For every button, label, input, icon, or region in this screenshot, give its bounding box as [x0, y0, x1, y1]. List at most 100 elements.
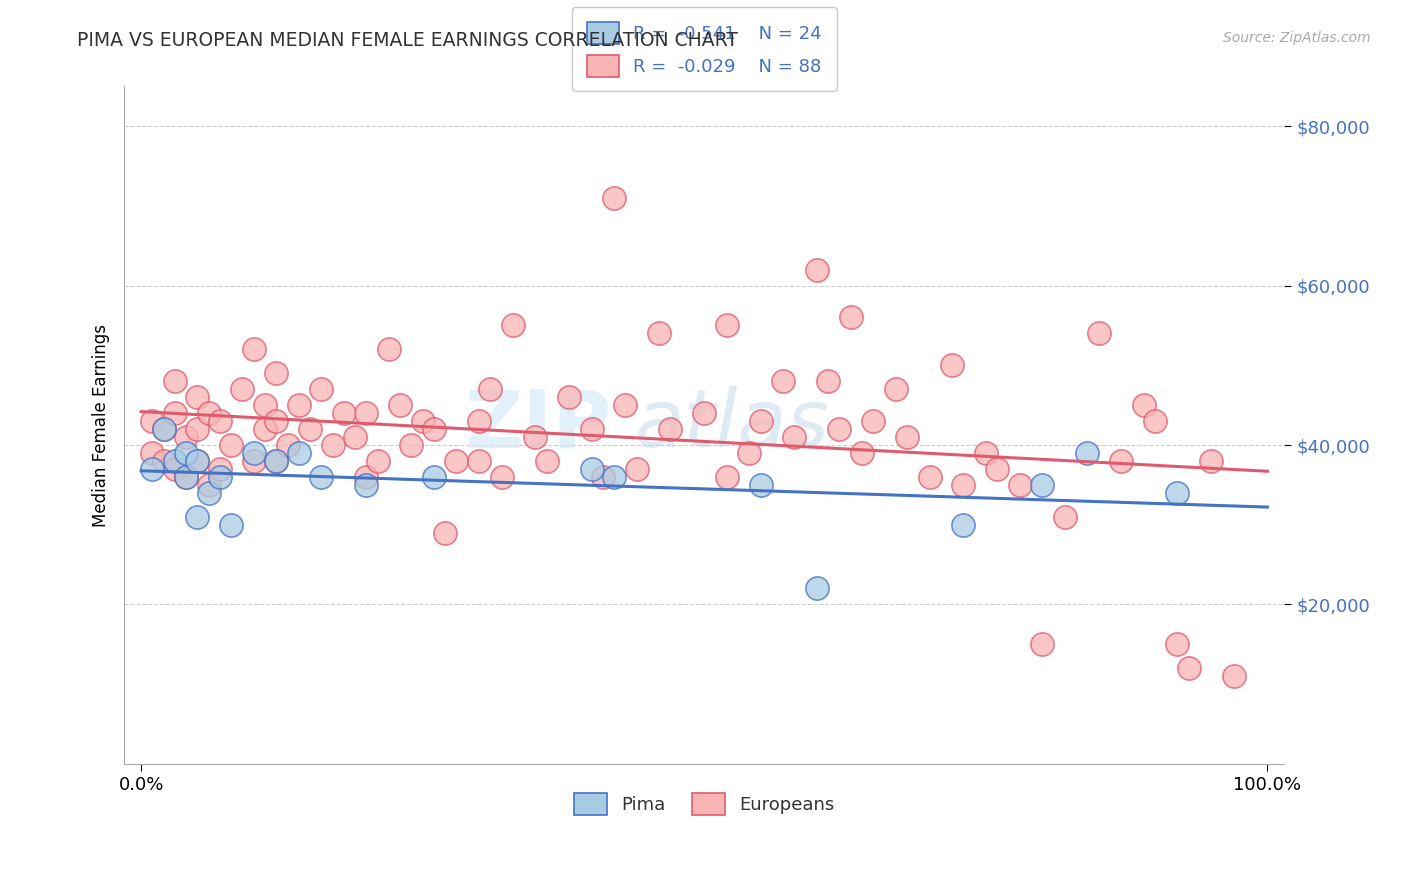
Point [356, 470, 378, 484]
Point [648, 326, 671, 341]
Point [1109, 454, 1132, 468]
Point [141, 462, 163, 476]
Point [423, 422, 446, 436]
Point [884, 382, 907, 396]
Point [1053, 509, 1076, 524]
Point [389, 398, 412, 412]
Point [174, 446, 197, 460]
Point [806, 262, 828, 277]
Point [231, 382, 253, 396]
Point [242, 343, 264, 357]
Point [558, 390, 581, 404]
Point [952, 478, 974, 492]
Point [288, 398, 311, 412]
Point [941, 359, 963, 373]
Point [141, 414, 163, 428]
Point [277, 438, 299, 452]
Y-axis label: Median Female Earnings: Median Female Earnings [93, 324, 110, 526]
Text: ZIP: ZIP [464, 386, 612, 464]
Point [253, 398, 276, 412]
Point [174, 430, 197, 444]
Point [974, 446, 997, 460]
Point [208, 414, 231, 428]
Text: atlas: atlas [634, 386, 830, 464]
Point [253, 422, 276, 436]
Point [311, 382, 333, 396]
Point [659, 422, 682, 436]
Point [603, 191, 626, 205]
Point [264, 414, 287, 428]
Point [1222, 669, 1244, 683]
Point [163, 462, 186, 476]
Point [986, 462, 1008, 476]
Point [378, 343, 401, 357]
Point [163, 454, 186, 468]
Point [626, 462, 648, 476]
Point [1177, 661, 1199, 675]
Point [1031, 478, 1053, 492]
Point [163, 374, 186, 388]
Point [197, 486, 219, 500]
Point [716, 470, 738, 484]
Point [614, 398, 637, 412]
Point [524, 430, 547, 444]
Point [423, 470, 446, 484]
Point [208, 462, 231, 476]
Point [356, 478, 378, 492]
Legend: Pima, Europeans: Pima, Europeans [567, 786, 842, 822]
Point [536, 454, 558, 468]
Point [806, 582, 828, 596]
Point [952, 517, 974, 532]
Point [152, 422, 174, 436]
Point [288, 446, 311, 460]
Text: Source: ZipAtlas.com: Source: ZipAtlas.com [1223, 31, 1371, 45]
Point [862, 414, 884, 428]
Point [186, 390, 208, 404]
Point [479, 382, 502, 396]
Point [502, 318, 524, 333]
Point [174, 470, 197, 484]
Point [141, 446, 163, 460]
Point [716, 318, 738, 333]
Point [367, 454, 389, 468]
Point [592, 470, 614, 484]
Point [828, 422, 851, 436]
Point [186, 509, 208, 524]
Point [851, 446, 873, 460]
Point [839, 310, 862, 325]
Point [264, 366, 287, 380]
Point [152, 422, 174, 436]
Point [412, 414, 434, 428]
Point [468, 454, 491, 468]
Point [1132, 398, 1154, 412]
Point [264, 454, 287, 468]
Point [1166, 637, 1188, 651]
Point [163, 406, 186, 420]
Point [468, 414, 491, 428]
Point [581, 422, 603, 436]
Point [581, 462, 603, 476]
Point [1031, 637, 1053, 651]
Point [264, 454, 287, 468]
Point [219, 438, 242, 452]
Point [242, 446, 264, 460]
Point [749, 478, 772, 492]
Point [197, 406, 219, 420]
Point [186, 454, 208, 468]
Point [242, 454, 264, 468]
Point [1199, 454, 1222, 468]
Point [186, 422, 208, 436]
Point [219, 517, 242, 532]
Point [817, 374, 839, 388]
Point [603, 470, 626, 484]
Point [738, 446, 761, 460]
Point [1076, 446, 1098, 460]
Point [401, 438, 423, 452]
Point [491, 470, 513, 484]
Point [1166, 486, 1188, 500]
Point [434, 525, 457, 540]
Point [896, 430, 918, 444]
Point [918, 470, 941, 484]
Point [186, 454, 208, 468]
Point [174, 470, 197, 484]
